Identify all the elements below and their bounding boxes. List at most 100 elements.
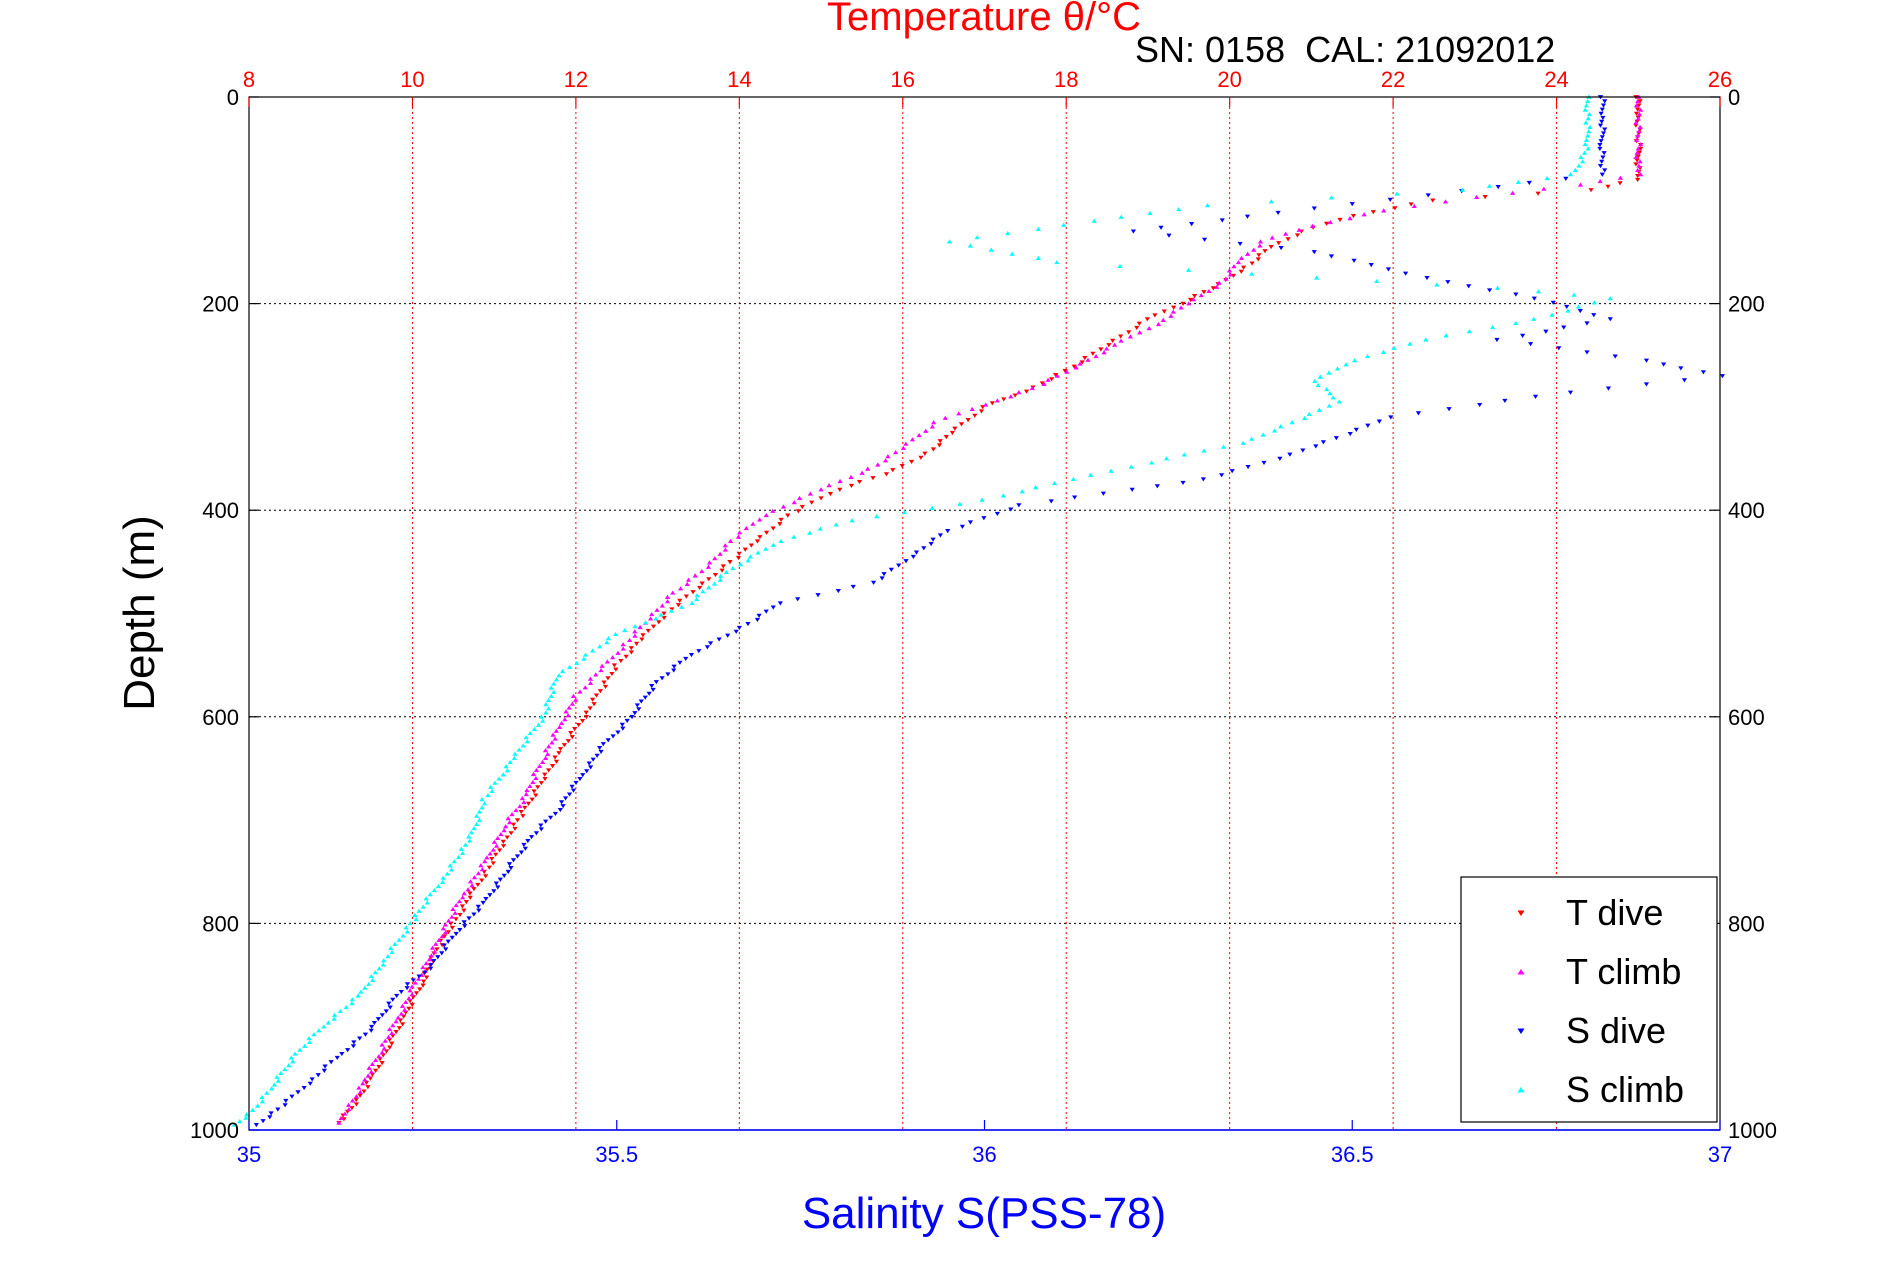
data-point bbox=[508, 831, 514, 836]
data-point bbox=[690, 590, 696, 595]
data-point bbox=[1477, 403, 1483, 408]
data-point bbox=[553, 728, 559, 733]
data-point bbox=[556, 751, 562, 756]
data-point bbox=[795, 597, 801, 602]
data-point bbox=[1126, 330, 1132, 335]
data-point bbox=[874, 514, 880, 519]
data-point bbox=[978, 409, 985, 414]
data-point bbox=[557, 747, 564, 752]
data-point bbox=[989, 401, 995, 406]
data-point bbox=[253, 1123, 259, 1128]
data-point bbox=[1585, 146, 1591, 151]
data-point bbox=[1376, 419, 1382, 424]
data-point bbox=[610, 734, 616, 739]
data-point bbox=[910, 554, 916, 560]
data-point bbox=[546, 768, 552, 773]
data-point bbox=[796, 495, 803, 500]
data-point bbox=[1585, 116, 1591, 121]
data-point bbox=[1336, 399, 1342, 404]
right-tick-label: 200 bbox=[1728, 292, 1765, 317]
data-point bbox=[559, 669, 566, 674]
data-point bbox=[1445, 280, 1451, 285]
data-point bbox=[848, 483, 855, 489]
data-point bbox=[358, 989, 364, 994]
data-point bbox=[531, 789, 537, 794]
data-point bbox=[409, 992, 415, 997]
data-point bbox=[1380, 349, 1387, 354]
data-point bbox=[466, 916, 472, 921]
data-point bbox=[1388, 415, 1394, 420]
top-tick-label: 24 bbox=[1544, 67, 1568, 92]
data-point bbox=[556, 673, 562, 678]
data-point bbox=[527, 783, 533, 789]
data-point bbox=[645, 628, 651, 634]
left-tick-label: 800 bbox=[202, 911, 239, 936]
data-point bbox=[444, 871, 450, 876]
data-point bbox=[1171, 305, 1177, 310]
data-point bbox=[1178, 305, 1184, 310]
data-point bbox=[1061, 222, 1067, 227]
data-point bbox=[525, 838, 531, 844]
data-point bbox=[1585, 98, 1591, 104]
data-point bbox=[1051, 481, 1058, 486]
data-point bbox=[453, 902, 459, 908]
data-point bbox=[885, 454, 891, 459]
data-point bbox=[1001, 397, 1007, 402]
data-point bbox=[504, 835, 510, 840]
data-point bbox=[833, 522, 839, 527]
data-point bbox=[387, 1005, 393, 1010]
data-point bbox=[903, 441, 909, 446]
data-point bbox=[1598, 139, 1604, 144]
data-point bbox=[835, 588, 841, 594]
data-point bbox=[590, 648, 596, 653]
data-point bbox=[1531, 296, 1537, 301]
data-point bbox=[1262, 249, 1268, 254]
data-point bbox=[1582, 107, 1588, 112]
data-point bbox=[380, 962, 386, 967]
data-point bbox=[1597, 164, 1604, 169]
data-point bbox=[1597, 142, 1603, 148]
data-point bbox=[368, 1069, 374, 1074]
top-tick-label: 10 bbox=[400, 67, 424, 92]
data-point bbox=[1556, 346, 1562, 351]
data-point bbox=[381, 1046, 387, 1051]
data-point bbox=[1531, 316, 1537, 321]
data-point bbox=[440, 879, 446, 884]
data-point bbox=[552, 736, 558, 741]
data-point bbox=[901, 509, 908, 515]
data-point bbox=[533, 793, 539, 798]
data-point bbox=[533, 767, 540, 772]
data-point bbox=[1584, 350, 1590, 355]
data-point bbox=[328, 1060, 334, 1065]
data-point bbox=[1278, 424, 1284, 429]
top-tick-label: 20 bbox=[1217, 67, 1241, 92]
data-point bbox=[656, 620, 662, 625]
data-point bbox=[735, 555, 742, 561]
data-point bbox=[292, 1051, 298, 1056]
data-point bbox=[301, 1085, 307, 1091]
data-point bbox=[677, 598, 683, 603]
data-point bbox=[474, 821, 480, 827]
data-point bbox=[640, 633, 646, 638]
data-point bbox=[1245, 251, 1251, 256]
data-point bbox=[379, 1042, 385, 1047]
data-point bbox=[748, 543, 754, 548]
data-point bbox=[1090, 351, 1096, 356]
data-point bbox=[668, 608, 674, 613]
data-point bbox=[1008, 394, 1014, 399]
legend-marker bbox=[1517, 968, 1525, 975]
data-point bbox=[356, 1085, 362, 1090]
data-point bbox=[413, 916, 419, 922]
data-point bbox=[1070, 476, 1076, 482]
data-point bbox=[1077, 361, 1083, 366]
data-point bbox=[530, 779, 536, 785]
data-point bbox=[609, 671, 615, 677]
data-point bbox=[720, 564, 726, 569]
data-point bbox=[604, 659, 610, 664]
data-point bbox=[395, 1015, 401, 1020]
data-point bbox=[413, 991, 420, 996]
data-point bbox=[1466, 284, 1472, 289]
data-point bbox=[650, 624, 657, 629]
data-point bbox=[1578, 154, 1584, 160]
data-point bbox=[231, 1122, 237, 1127]
